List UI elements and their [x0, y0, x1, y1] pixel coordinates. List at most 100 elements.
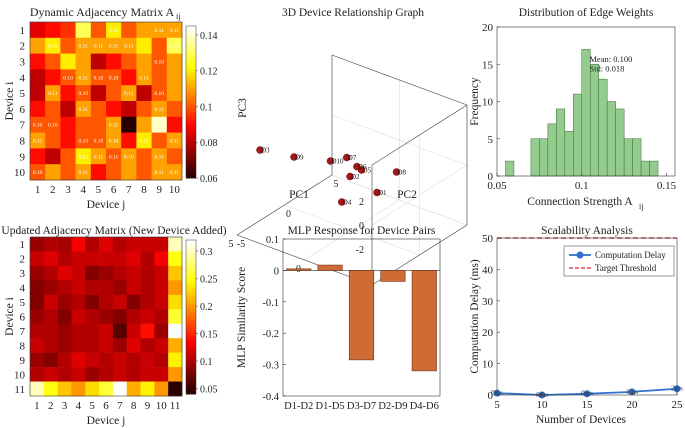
heatmap-cell: [99, 265, 114, 281]
cell-value-label: 0.13: [170, 44, 180, 50]
device-point-label: D4: [343, 199, 352, 207]
x-tick-label: 10: [169, 184, 181, 196]
heatmap-cell: [43, 323, 58, 339]
y-tick-label: 1: [20, 239, 26, 251]
heatmap-cell: [166, 132, 183, 149]
colorbar-segment: [186, 170, 196, 174]
heatmap-cell: [126, 309, 141, 325]
heatmap-cell: [112, 265, 128, 281]
heatmap-cell: [126, 352, 141, 368]
cell-value-label: 0.11: [94, 44, 104, 50]
device-point: [343, 153, 351, 162]
heatmap-cell: [43, 338, 58, 353]
colorbar-segment: [186, 145, 196, 149]
heatmap-cell: [99, 338, 114, 353]
heatmap-cell: [43, 294, 58, 310]
cell-value-label: 0.10: [94, 139, 104, 145]
colorbar-segment: [186, 299, 196, 303]
colorbar-segment: [186, 86, 196, 90]
histogram-bar: [615, 108, 625, 177]
y-tick-label: 8: [20, 340, 26, 352]
device-point-label: D1: [378, 189, 387, 197]
heatmap-cell: [99, 381, 114, 397]
x-tick-label: 1: [35, 184, 41, 196]
heatmap-cell: [151, 101, 168, 118]
colorbar-tick-label: 0.05: [200, 385, 218, 396]
x-tick-label: 6: [103, 400, 109, 412]
x-axis-label: Device j: [87, 415, 126, 427]
colorbar-segment: [186, 327, 196, 331]
device-point-label: D7: [348, 154, 357, 162]
cell-value-label: 0.10: [48, 123, 58, 129]
x-tick-label: 5: [89, 400, 95, 412]
colorbar-segment: [186, 31, 196, 35]
heatmap-cell: [43, 367, 58, 382]
heatmap-cell: [75, 53, 92, 70]
colorbar-tick-label: 0.14: [200, 31, 218, 42]
heatmap-cell: [90, 101, 107, 118]
histogram-panel: 0.05 0.1 0.15 0 5 10 15 20 Distribution of Edge …: [469, 7, 677, 211]
mlp-bar: [317, 264, 343, 271]
heatmap-cell: [75, 22, 92, 39]
heatmap-cell: [154, 251, 169, 267]
device-point-label: D2: [351, 173, 360, 181]
cell-value-label: 0.11: [78, 107, 88, 113]
grid-line: [284, 204, 420, 256]
chart-title: MLP Response for Device Pairs: [288, 225, 436, 237]
colorbar-segment: [186, 76, 196, 80]
heatmap-cell: [75, 116, 92, 133]
mlp-bar: [348, 270, 375, 361]
heatmap-cell: [166, 101, 183, 118]
colorbar-segment: [186, 157, 196, 161]
cell-value-label: 0.10: [109, 75, 119, 81]
scatter3d-panel: 3D Device Relationship Graph20-2-505-505…: [229, 7, 468, 300]
x-tick-label: 9: [156, 184, 162, 196]
y-tick-label: 5: [488, 134, 494, 146]
heatmap-cell: [30, 37, 46, 54]
y-tick-label: 9: [20, 151, 26, 163]
cell-value-label: 0.10: [33, 123, 43, 129]
y-tick-label: 6: [20, 312, 26, 324]
histogram-bar: [640, 160, 650, 177]
heatmap-cell: [60, 85, 76, 102]
heatmap-cell: [151, 132, 168, 149]
histogram-bar: [564, 131, 574, 177]
heatmap-cell: [75, 132, 92, 149]
heatmap-cell: [30, 280, 45, 296]
cell-value-label: 0.11: [170, 28, 180, 34]
y-axis-label: PC2: [397, 189, 417, 201]
colorbar-segment: [186, 155, 196, 159]
histogram-bar: [505, 160, 515, 177]
mlp-bar: [286, 268, 312, 271]
heatmap-cell: [43, 352, 58, 368]
heatmap-cell: [121, 53, 137, 70]
heatmap-cell: [121, 101, 137, 118]
heatmap-cell: [121, 132, 137, 149]
y-tick-label: 0: [274, 266, 279, 277]
colorbar-segment: [186, 342, 196, 346]
y-tick-label: 3: [20, 57, 26, 69]
y-tick-label: 10: [14, 167, 26, 179]
colorbar-segment: [186, 340, 196, 344]
x-tick-label: 10: [537, 399, 549, 411]
heatmap-cell: [45, 69, 61, 86]
heatmap-cell: [45, 85, 61, 102]
heatmap-cell: [71, 352, 86, 368]
cell-value-label: 0.11: [78, 44, 88, 50]
heatmap-cell: [154, 367, 169, 382]
heatmap-cell: [99, 367, 114, 382]
colorbar-segment: [186, 51, 196, 55]
colorbar-segment: [186, 94, 196, 98]
colorbar-segment: [186, 378, 196, 382]
heatmap-cell: [43, 280, 58, 296]
z-axis-label: PC3: [237, 98, 249, 118]
heatmap-cell: [166, 37, 183, 54]
heatmap-cell: [90, 116, 107, 133]
colorbar-segment: [186, 309, 196, 313]
heatmap-cell: [140, 381, 155, 397]
heatmap-cell: [140, 251, 155, 267]
x-tick-label: 2: [50, 184, 56, 196]
heatmap-cell: [112, 367, 128, 382]
y-tick-label: 0.1: [266, 235, 279, 246]
